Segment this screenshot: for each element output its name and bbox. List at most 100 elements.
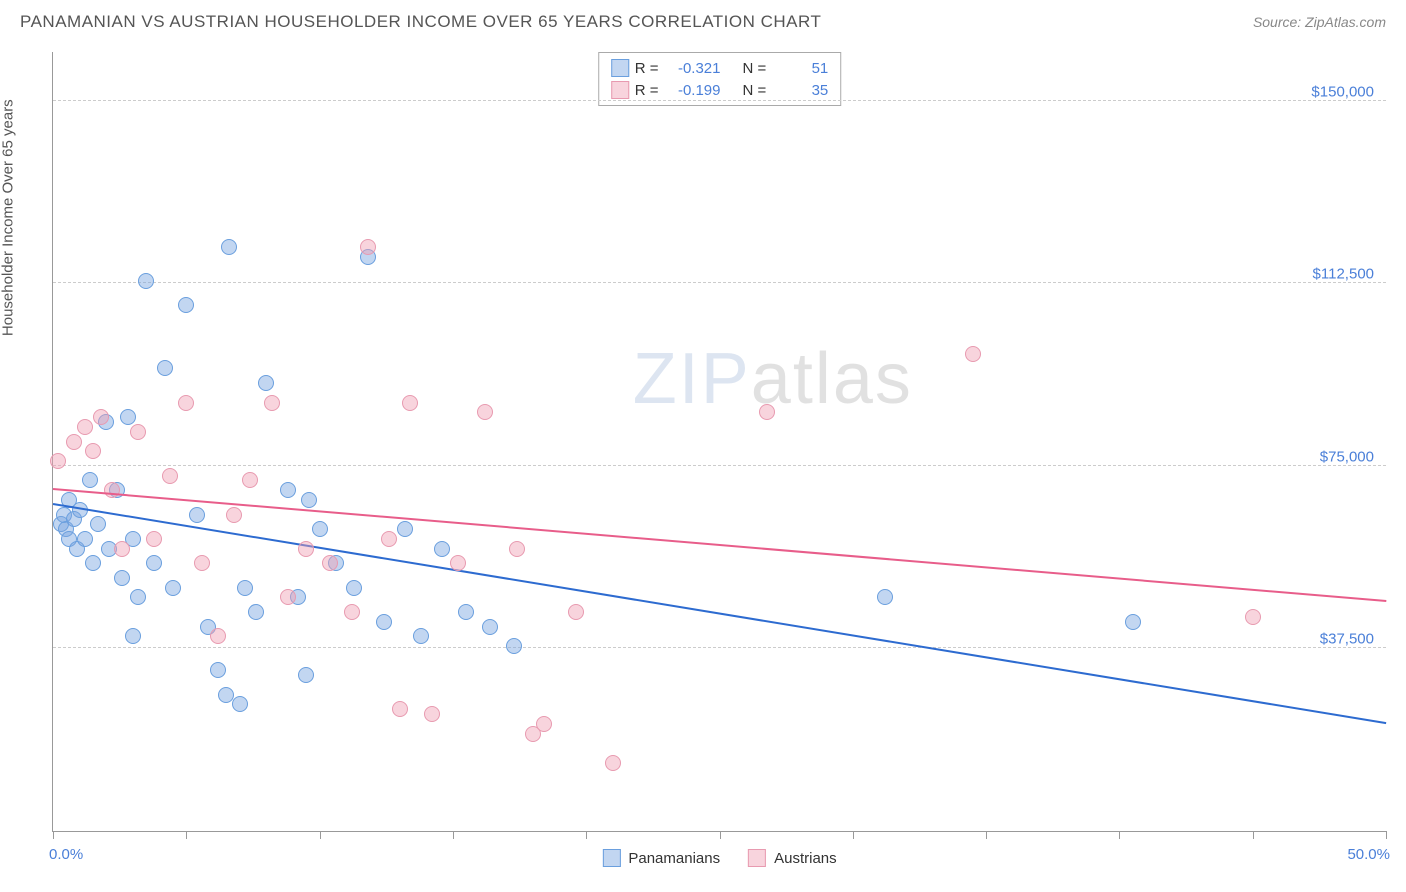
data-point xyxy=(264,395,280,411)
data-point xyxy=(165,580,181,596)
data-point xyxy=(130,424,146,440)
data-point xyxy=(146,555,162,571)
data-point xyxy=(221,239,237,255)
gridline xyxy=(53,100,1386,101)
data-point xyxy=(1125,614,1141,630)
data-point xyxy=(178,297,194,313)
r-label: R = xyxy=(635,60,659,77)
data-point xyxy=(298,541,314,557)
data-point xyxy=(280,482,296,498)
data-point xyxy=(360,239,376,255)
data-point xyxy=(525,726,541,742)
watermark-atlas: atlas xyxy=(751,339,913,419)
data-point xyxy=(162,468,178,484)
data-point xyxy=(242,472,258,488)
legend-label-panamanians: Panamanians xyxy=(628,850,720,867)
data-point xyxy=(381,531,397,547)
n-value-austrians: 35 xyxy=(772,82,828,99)
data-point xyxy=(344,604,360,620)
x-tick xyxy=(53,831,54,839)
data-point xyxy=(568,604,584,620)
data-point xyxy=(232,696,248,712)
y-tick-label: $75,000 xyxy=(1320,448,1374,465)
data-point xyxy=(759,404,775,420)
corr-row-austrians: R = -0.199 N = 35 xyxy=(607,79,833,101)
data-point xyxy=(210,628,226,644)
x-tick xyxy=(853,831,854,839)
x-tick xyxy=(1253,831,1254,839)
data-point xyxy=(458,604,474,620)
x-tick xyxy=(586,831,587,839)
data-point xyxy=(90,516,106,532)
data-point xyxy=(210,662,226,678)
data-point xyxy=(189,507,205,523)
trend-line xyxy=(53,488,1386,602)
data-point xyxy=(965,346,981,362)
x-tick xyxy=(1119,831,1120,839)
x-tick xyxy=(320,831,321,839)
data-point xyxy=(248,604,264,620)
data-point xyxy=(77,419,93,435)
chart-header: PANAMANIAN VS AUSTRIAN HOUSEHOLDER INCOM… xyxy=(0,0,1406,40)
y-tick-label: $37,500 xyxy=(1320,631,1374,648)
data-point xyxy=(509,541,525,557)
x-axis-max-label: 50.0% xyxy=(1347,846,1390,863)
data-point xyxy=(138,273,154,289)
data-point xyxy=(280,589,296,605)
gridline xyxy=(53,282,1386,283)
gridline xyxy=(53,465,1386,466)
r-value-panamanians: -0.321 xyxy=(665,60,721,77)
y-tick-label: $112,500 xyxy=(1313,266,1374,283)
data-point xyxy=(301,492,317,508)
data-point xyxy=(413,628,429,644)
data-point xyxy=(120,409,136,425)
data-point xyxy=(237,580,253,596)
legend-item-panamanians: Panamanians xyxy=(602,849,720,867)
data-point xyxy=(66,434,82,450)
y-tick-label: $150,000 xyxy=(1311,83,1374,100)
data-point xyxy=(424,706,440,722)
data-point xyxy=(877,589,893,605)
x-tick xyxy=(186,831,187,839)
data-point xyxy=(402,395,418,411)
chart-title: PANAMANIAN VS AUSTRIAN HOUSEHOLDER INCOM… xyxy=(20,12,821,32)
legend-label-austrians: Austrians xyxy=(774,850,837,867)
swatch-austrians xyxy=(748,849,766,867)
data-point xyxy=(477,404,493,420)
data-point xyxy=(376,614,392,630)
data-point xyxy=(130,589,146,605)
data-point xyxy=(114,541,130,557)
data-point xyxy=(450,555,466,571)
series-legend: Panamanians Austrians xyxy=(602,849,836,867)
data-point xyxy=(322,555,338,571)
legend-item-austrians: Austrians xyxy=(748,849,837,867)
data-point xyxy=(482,619,498,635)
y-axis-label: Householder Income Over 65 years xyxy=(0,99,17,336)
data-point xyxy=(85,443,101,459)
swatch-austrians xyxy=(611,81,629,99)
data-point xyxy=(104,482,120,498)
x-tick xyxy=(986,831,987,839)
data-point xyxy=(50,453,66,469)
data-point xyxy=(85,555,101,571)
n-label: N = xyxy=(743,82,767,99)
swatch-panamanians xyxy=(611,59,629,77)
data-point xyxy=(506,638,522,654)
correlation-legend: R = -0.321 N = 51 R = -0.199 N = 35 xyxy=(598,52,842,106)
data-point xyxy=(392,701,408,717)
r-value-austrians: -0.199 xyxy=(665,82,721,99)
x-tick xyxy=(720,831,721,839)
data-point xyxy=(93,409,109,425)
data-point xyxy=(346,580,362,596)
data-point xyxy=(258,375,274,391)
data-point xyxy=(397,521,413,537)
data-point xyxy=(605,755,621,771)
n-value-panamanians: 51 xyxy=(772,60,828,77)
swatch-panamanians xyxy=(602,849,620,867)
data-point xyxy=(226,507,242,523)
data-point xyxy=(434,541,450,557)
data-point xyxy=(146,531,162,547)
n-label: N = xyxy=(743,60,767,77)
watermark-zip: ZIP xyxy=(633,339,751,419)
data-point xyxy=(194,555,210,571)
